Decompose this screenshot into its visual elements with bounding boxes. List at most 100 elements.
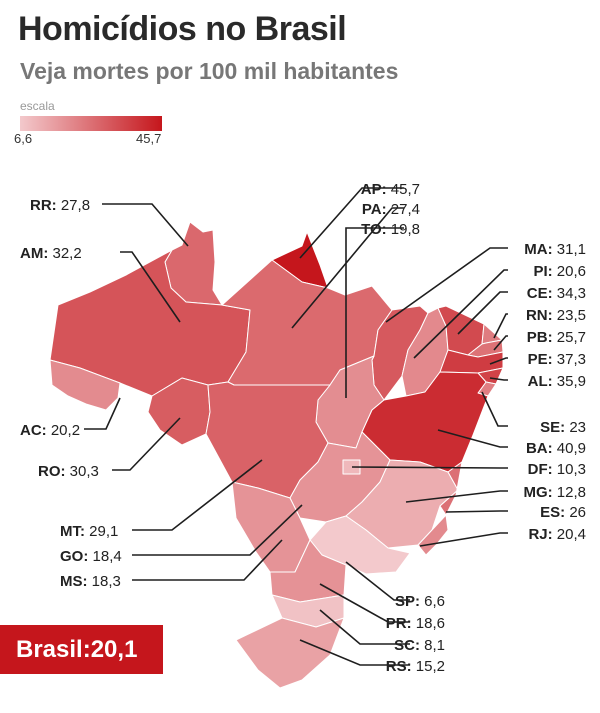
- state-label-rn: RN: 23,5: [526, 307, 586, 324]
- state-value: 19,8: [391, 221, 420, 238]
- state-value: 25,7: [557, 329, 586, 346]
- leader-line-mg: [405, 490, 508, 503]
- state-separator: :: [548, 440, 557, 457]
- legend-max-label: 45,7: [136, 131, 162, 146]
- state-label-ce: CE: 34,3: [527, 285, 586, 302]
- leader-line-pe: [489, 357, 508, 365]
- state-value: 31,1: [557, 241, 586, 258]
- state-code: RO: [38, 463, 61, 480]
- state-value: 10,3: [557, 461, 586, 478]
- state-code: SE: [540, 419, 560, 436]
- state-label-pe: PE: 37,3: [528, 351, 586, 368]
- state-separator: :: [407, 658, 416, 675]
- state-code: AL: [528, 373, 548, 390]
- state-value: 23: [569, 419, 586, 436]
- leader-line-rs: [299, 639, 410, 666]
- state-ma: [371, 305, 429, 401]
- leader-line-sp: [345, 561, 410, 601]
- state-code: SC: [394, 637, 415, 654]
- state-code: MS: [60, 573, 83, 590]
- state-code: RN: [526, 307, 548, 324]
- state-label-sp: SP: 6,6: [395, 593, 445, 610]
- state-code: GO: [60, 548, 84, 565]
- leader-line-rn: [493, 313, 508, 339]
- state-separator: :: [548, 263, 557, 280]
- brazil-total-label: Brasil:: [16, 636, 91, 663]
- state-separator: :: [560, 504, 569, 521]
- state-code: CE: [527, 285, 548, 302]
- leader-line-ac: [84, 397, 121, 430]
- state-label-se: SE: 23: [540, 419, 586, 436]
- state-label-ms: MS: 18,3: [60, 573, 121, 590]
- map-subtitle: Veja mortes por 100 mil habitantes: [20, 58, 399, 84]
- state-code: BA: [526, 440, 548, 457]
- state-label-go: GO: 18,4: [60, 548, 122, 565]
- state-value: 26: [569, 504, 586, 521]
- state-code: RJ: [528, 526, 547, 543]
- state-value: 29,1: [89, 523, 118, 540]
- leader-line-rj: [419, 532, 508, 547]
- state-value: 27,4: [391, 201, 420, 218]
- leader-lines-layer: [84, 187, 508, 666]
- state-label-pr: PR: 18,6: [386, 615, 445, 632]
- state-code: PR: [386, 615, 407, 632]
- state-code: MT: [60, 523, 81, 540]
- leader-line-ce: [457, 291, 508, 335]
- state-separator: :: [548, 307, 557, 324]
- state-separator: :: [548, 526, 557, 543]
- state-rs: [235, 617, 345, 689]
- state-value: 15,2: [416, 658, 445, 675]
- state-value: 20,6: [557, 263, 586, 280]
- state-labels-layer: RR: 27,8 AM: 32,2 AC: 20,2 RO: 30,3 MT: 29,1…: [20, 181, 586, 675]
- state-code: DF: [528, 461, 548, 478]
- state-label-mt: MT: 29,1: [60, 523, 118, 540]
- state-separator: :: [415, 593, 424, 610]
- state-code: MA: [524, 241, 547, 258]
- state-separator: :: [42, 422, 51, 439]
- state-separator: :: [61, 463, 70, 480]
- state-value: 8,1: [424, 637, 445, 654]
- leader-line-pb: [493, 335, 508, 351]
- leader-line-pa: [291, 207, 404, 329]
- leader-line-to: [345, 227, 404, 398]
- state-df: [342, 459, 361, 475]
- state-value: 18,4: [93, 548, 122, 565]
- state-separator: :: [415, 637, 424, 654]
- state-separator: :: [52, 197, 61, 214]
- state-separator: :: [382, 181, 391, 198]
- map-title: Homicídios no Brasil: [18, 10, 347, 48]
- state-code: MG: [523, 484, 547, 501]
- state-separator: :: [80, 523, 89, 540]
- state-separator: :: [548, 461, 557, 478]
- state-value: 6,6: [424, 593, 445, 610]
- leader-line-ap: [299, 187, 404, 259]
- legend-color-scale: [20, 116, 162, 131]
- leader-line-mt: [132, 459, 263, 531]
- state-separator: :: [83, 573, 92, 590]
- state-label-ba: BA: 40,9: [526, 440, 586, 457]
- state-value: 30,3: [70, 463, 99, 480]
- state-code: PB: [527, 329, 548, 346]
- state-code: TO: [361, 221, 382, 238]
- state-code: SP: [395, 593, 415, 610]
- leader-line-go: [132, 504, 303, 556]
- state-code: PI: [533, 263, 547, 280]
- state-value: 12,8: [557, 484, 586, 501]
- state-value: 20,4: [557, 526, 586, 543]
- state-value: 18,6: [416, 615, 445, 632]
- state-value: 40,9: [557, 440, 586, 457]
- leader-line-se: [481, 391, 508, 427]
- leader-line-ma: [385, 247, 508, 323]
- state-label-pa: PA: 27,4: [362, 201, 420, 218]
- state-value: 27,8: [61, 197, 90, 214]
- leader-line-ro: [112, 417, 181, 471]
- state-separator: :: [548, 329, 557, 346]
- state-code: AM: [20, 245, 43, 262]
- state-separator: :: [382, 201, 391, 218]
- state-value: 18,3: [92, 573, 121, 590]
- state-separator: :: [43, 245, 52, 262]
- state-label-rs: RS: 15,2: [386, 658, 445, 675]
- brazil-total-value: 20,1: [90, 636, 138, 663]
- state-label-ac: AC: 20,2: [20, 422, 80, 439]
